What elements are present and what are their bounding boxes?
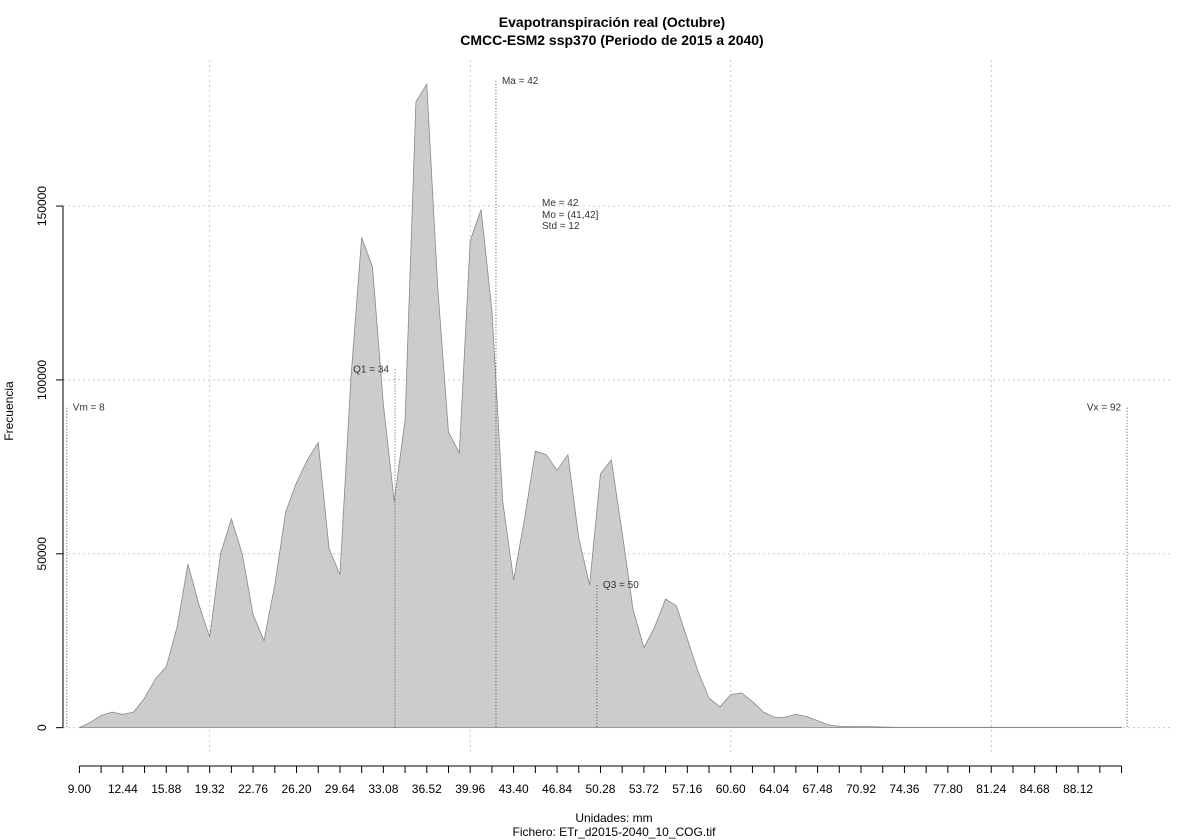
x-tick-label: 53.72 [629,782,659,796]
y-axis: 0 50000 100000 150000 [35,186,64,731]
x-tick-label: 46.84 [542,782,572,796]
x-tick-label: 70.92 [846,782,876,796]
frequency-area [79,83,1122,729]
x-tick-label: 26.20 [282,782,312,796]
x-tick-label: 29.64 [325,782,355,796]
x-tick-label: 88.12 [1063,782,1093,796]
stat-median-label: Me = 42 [542,198,579,209]
x-axis-label: Unidades: mm [575,811,652,825]
x-tick-label: 67.48 [803,782,833,796]
y-tick-label: 100000 [35,360,49,400]
chart-title: Evapotranspiración real (Octubre) [499,14,725,30]
stat-mode-label: Mo = (41,42] [542,210,599,221]
marker-label: Vx = 92 [1087,403,1122,414]
x-tick-label: 36.52 [412,782,442,796]
stats-annotation: Me = 42 Mo = (41,42] Std = 12 [542,198,599,232]
marker-label: Q1 = 34 [353,364,389,375]
x-tick-label: 12.44 [108,782,138,796]
statistic-markers: Vm = 8 Q1 = 34 Ma = 42 Q3 = 50 Vx = 92 [66,76,1128,728]
x-tick-label: 50.28 [585,782,615,796]
x-tick-label: 77.80 [933,782,963,796]
marker-label: Vm = 8 [73,403,105,414]
file-caption: Fichero: ETr_d2015-2040_10_COG.tif [513,825,717,839]
x-tick-label: 43.40 [499,782,529,796]
y-tick-label: 50000 [35,537,49,571]
y-axis-label: Frecuencia [2,381,16,441]
x-tick-label: 15.88 [151,782,181,796]
y-tick-label: 150000 [35,186,49,226]
x-tick-label: 9.00 [68,782,92,796]
x-tick-label: 33.08 [368,782,398,796]
stat-std-label: Std = 12 [542,221,580,232]
x-tick-label: 64.04 [759,782,789,796]
chart-subtitle: CMCC-ESM2 ssp370 (Periodo de 2015 a 2040… [460,32,763,48]
x-tick-label: 19.32 [195,782,225,796]
x-tick-label: 74.36 [889,782,919,796]
x-tick-label: 39.96 [455,782,485,796]
x-tick-label: 57.16 [672,782,702,796]
y-tick-label: 0 [35,724,49,731]
x-tick-label: 60.60 [716,782,746,796]
x-tick-label: 84.68 [1020,782,1050,796]
x-tick-label: 22.76 [238,782,268,796]
marker-label: Ma = 42 [502,76,539,87]
x-axis: 9.00 12.44 15.88 19.32 22.76 26.20 29.64 33.08 3… [68,765,1123,796]
x-tick-label: 81.24 [976,782,1006,796]
marker-label: Q3 = 50 [603,580,639,591]
